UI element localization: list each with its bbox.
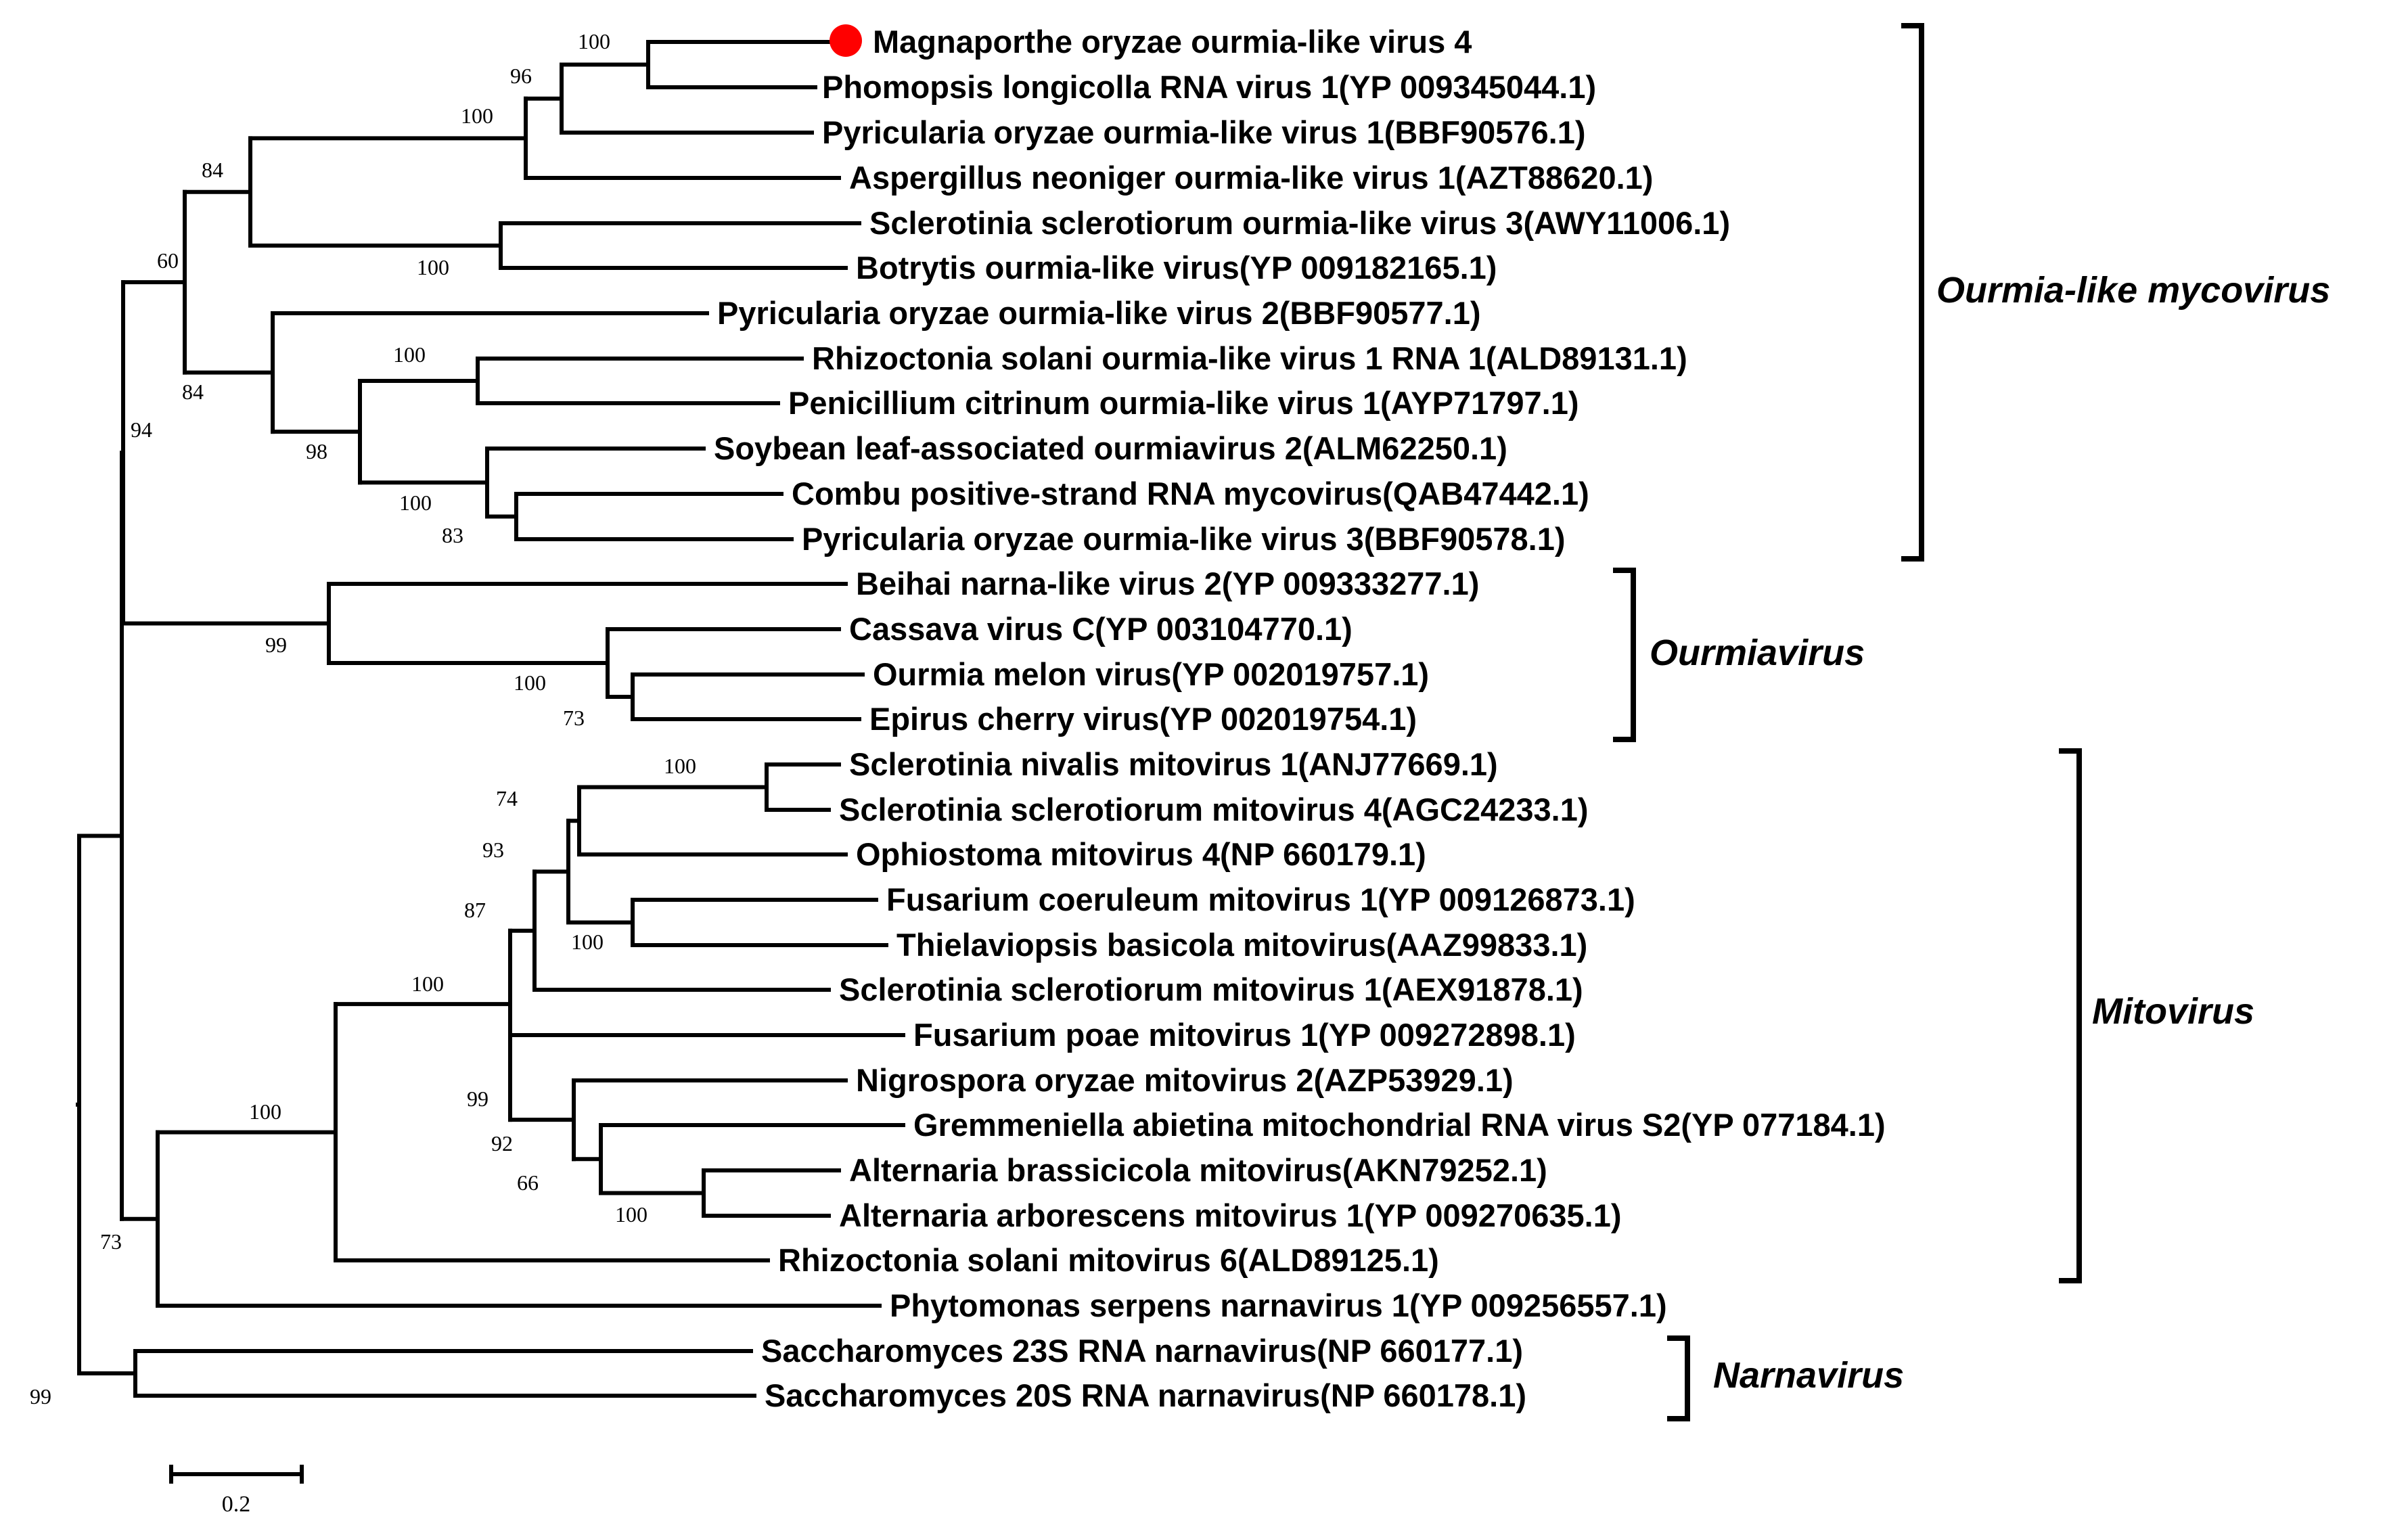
bootstrap-value: 94: [131, 417, 152, 442]
bootstrap-value: 100: [571, 930, 604, 954]
leaf-label: Ophiostoma mitovirus 4(NP 660179.1): [856, 836, 1426, 872]
clade-label: Mitovirus: [2092, 991, 2254, 1032]
leaf-label: Saccharomyces 20S RNA narnavirus(NP 6601…: [765, 1377, 1526, 1413]
leaf-label: Soybean leaf-associated ourmiavirus 2(AL…: [714, 430, 1507, 466]
leaf-label: Epirus cherry virus(YP 002019754.1): [869, 701, 1417, 737]
leaf-label: Combu positive-strand RNA mycovirus(QAB4…: [792, 476, 1589, 511]
bootstrap-value: 100: [514, 670, 546, 695]
bootstrap-value: 98: [306, 439, 327, 463]
leaf-label: Thielaviopsis basicola mitovirus(AAZ9983…: [896, 927, 1587, 963]
leaf-label: Magnaporthe oryzae ourmia-like virus 4: [873, 24, 1472, 60]
bootstrap-value: 83: [442, 523, 463, 547]
bootstrap-values: 100 96 100 84 100 60 100 84 98 100 83 94 99 100 73 100 7…: [30, 29, 696, 1409]
leaf-labels: Magnaporthe oryzae ourmia-like virus 4 Ph…: [714, 24, 1886, 1413]
leaf-label: Phomopsis longicolla RNA virus 1(YP 0093…: [822, 69, 1596, 105]
leaf-label: Nigrospora oryzae mitovirus 2(AZP53929.1…: [856, 1062, 1514, 1098]
leaf-label: Rhizoctonia solani mitovirus 6(ALD89125.…: [778, 1242, 1439, 1278]
bootstrap-value: 73: [563, 706, 585, 730]
bootstrap-value: 92: [491, 1131, 513, 1156]
bootstrap-value: 66: [517, 1170, 539, 1195]
leaf-label: Phytomonas serpens narnavirus 1(YP 00925…: [890, 1287, 1667, 1323]
clade-bracket: [1613, 568, 1636, 742]
leaf-label: Fusarium coeruleum mitovirus 1(YP 009126…: [886, 882, 1635, 917]
bootstrap-value: 100: [578, 29, 610, 53]
bootstrap-value: 100: [249, 1099, 281, 1124]
leaf-label: Sclerotinia sclerotiorum mitovirus 1(AEX…: [839, 972, 1583, 1007]
query-virus-marker-icon: [830, 24, 862, 57]
bootstrap-value: 73: [100, 1229, 122, 1254]
bootstrap-value: 99: [265, 633, 287, 657]
leaf-label: Pyricularia oryzae ourmia-like virus 1(B…: [822, 114, 1586, 150]
leaf-label: Fusarium poae mitovirus 1(YP 009272898.1…: [913, 1017, 1576, 1053]
bootstrap-value: 74: [496, 786, 518, 810]
leaf-label: Penicillium citrinum ourmia-like virus 1…: [788, 385, 1579, 421]
leaf-label: Ourmia melon virus(YP 002019757.1): [873, 656, 1429, 692]
leaf-label: Pyricularia oryzae ourmia-like virus 3(B…: [802, 521, 1566, 557]
bootstrap-value: 100: [411, 972, 444, 996]
scale-bar: 0.2: [169, 1465, 304, 1517]
bootstrap-value: 93: [482, 838, 504, 862]
clade-label: Ourmiavirus: [1650, 633, 1865, 673]
clade-label: Narnavirus: [1713, 1355, 1904, 1396]
bootstrap-value: 60: [157, 248, 179, 273]
leaf-label: Cassava virus C(YP 003104770.1): [849, 611, 1353, 647]
bootstrap-value: 100: [615, 1202, 648, 1227]
clade-brackets: Ourmia-like mycovirus Ourmiavirus Mitoviru…: [1613, 23, 2330, 1421]
leaf-label: Sclerotinia sclerotiorum ourmia-like vir…: [869, 205, 1730, 241]
clade-bracket: [1667, 1335, 1690, 1421]
clade-bracket: [2059, 748, 2082, 1283]
clade-label: Ourmia-like mycovirus: [1936, 270, 2330, 311]
bootstrap-value: 87: [464, 898, 486, 922]
leaf-label: Alternaria brassicicola mitovirus(AKN792…: [849, 1152, 1547, 1188]
leaf-label: Sclerotinia nivalis mitovirus 1(ANJ77669…: [849, 746, 1498, 782]
leaf-label: Rhizoctonia solani ourmia-like virus 1 R…: [812, 340, 1687, 376]
bootstrap-value: 100: [393, 342, 426, 367]
bootstrap-value: 84: [182, 380, 204, 404]
leaf-label: Botrytis ourmia-like virus(YP 009182165.…: [856, 250, 1497, 285]
leaf-label: Aspergillus neoniger ourmia-like virus 1…: [849, 160, 1653, 196]
bootstrap-value: 99: [30, 1384, 51, 1409]
bootstrap-value: 100: [461, 104, 493, 128]
leaf-label: Gremmeniella abietina mitochondrial RNA …: [913, 1107, 1886, 1143]
leaf-label: Saccharomyces 23S RNA narnavirus(NP 6601…: [761, 1333, 1523, 1369]
scale-bar-label: 0.2: [222, 1492, 251, 1517]
bootstrap-value: 84: [202, 158, 223, 182]
bootstrap-value: 96: [510, 64, 532, 88]
bootstrap-value: 100: [664, 754, 696, 778]
bootstrap-value: 100: [399, 490, 432, 515]
leaf-label: Beihai narna-like virus 2(YP 009333277.1…: [856, 566, 1479, 601]
leaf-label: Alternaria arborescens mitovirus 1(YP 00…: [839, 1197, 1621, 1233]
leaf-label: Sclerotinia sclerotiorum mitovirus 4(AGC…: [839, 792, 1588, 827]
clade-bracket: [1901, 23, 1924, 562]
bootstrap-value: 99: [467, 1087, 489, 1111]
tree-branches: [76, 40, 905, 1398]
leaf-label: Pyricularia oryzae ourmia-like virus 2(B…: [717, 295, 1481, 331]
bootstrap-value: 100: [417, 255, 449, 279]
